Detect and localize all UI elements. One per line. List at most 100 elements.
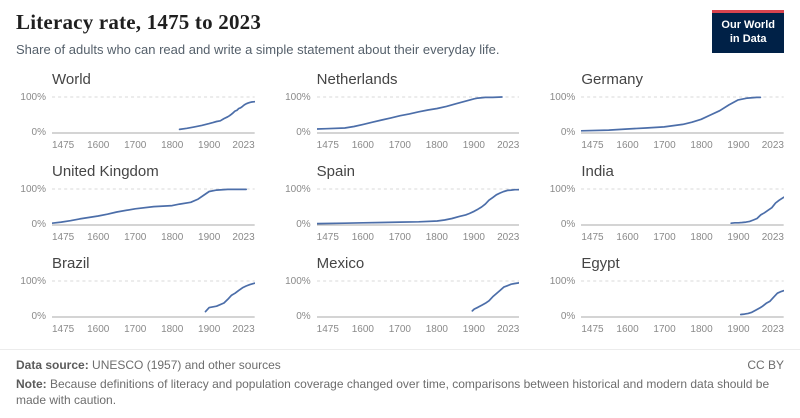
data-source: Data source: UNESCO (1957) and other sou…: [16, 358, 281, 372]
plot-area: 1475 1600 1700 1800 1900 2023: [52, 276, 255, 337]
x-tick-label: 1475: [52, 324, 75, 335]
x-tick-label: 1800: [690, 232, 713, 243]
x-tick-label: 1900: [198, 324, 221, 335]
header: Literacy rate, 1475 to 2023 Share of adu…: [16, 10, 784, 57]
x-tick-label: 2023: [497, 324, 520, 335]
x-tick-label: 1900: [727, 140, 750, 151]
license-link[interactable]: CC BY: [747, 357, 784, 372]
x-axis: 1475 1600 1700 1800 1900 2023: [52, 232, 255, 245]
chart-panel-title: Spain: [316, 163, 356, 180]
x-tick-label: 1600: [87, 324, 110, 335]
line-chart[interactable]: [581, 184, 784, 230]
footer-note: Note: Because definitions of literacy an…: [16, 376, 784, 408]
chart-panel: India 100% 0% 1475 1600 1700 1800 1900 2023: [545, 163, 784, 245]
charts-grid: World 100% 0% 1475 1600 1700 1800 1900 2023 N…: [16, 71, 784, 343]
x-tick-label: 1600: [351, 140, 374, 151]
y-axis-label-100: 100%: [549, 276, 576, 287]
plot-area: 1475 1600 1700 1800 1900 2023: [581, 92, 784, 153]
x-tick-label: 1900: [198, 232, 221, 243]
x-tick-label: 1900: [462, 232, 485, 243]
y-axis-label-0: 0%: [560, 311, 576, 322]
y-axis-label-0: 0%: [31, 219, 46, 230]
x-tick-label: 1700: [388, 140, 411, 151]
data-source-label: Data source:: [16, 357, 89, 372]
line-chart[interactable]: [316, 184, 520, 230]
x-tick-label: 1800: [425, 232, 448, 243]
chart-panel: Mexico 100% 0% 1475 1600 1700 1800 1900 2023: [281, 255, 520, 337]
chart-panel: Brazil 100% 0% 1475 1600 1700 1800 1900 2023: [16, 255, 255, 337]
x-axis: 1475 1600 1700 1800 1900 2023: [317, 324, 520, 337]
chart-panel-title: Brazil: [52, 255, 90, 272]
x-tick-label: 1700: [124, 232, 147, 243]
x-tick-label: 1600: [616, 324, 639, 335]
x-tick-label: 1475: [52, 232, 75, 243]
x-tick-label: 1475: [316, 140, 339, 151]
chart-panel-title: United Kingdom: [52, 163, 159, 180]
data-source-text: UNESCO (1957) and other sources: [88, 357, 281, 372]
x-tick-label: 1475: [581, 232, 604, 243]
x-tick-label: 1900: [198, 140, 221, 151]
plot-row: 100% 0% 1475 1600 1700 1800 1900 2023: [545, 276, 784, 337]
line-chart[interactable]: [52, 92, 255, 138]
y-axis-label-0: 0%: [296, 311, 311, 322]
x-axis: 1475 1600 1700 1800 1900 2023: [581, 140, 784, 153]
x-axis: 1475 1600 1700 1800 1900 2023: [317, 232, 520, 245]
page-title: Literacy rate, 1475 to 2023: [16, 10, 262, 34]
y-axis: 100% 0%: [545, 92, 581, 138]
x-tick-label: 1800: [690, 140, 713, 151]
x-tick-label: 1800: [161, 140, 184, 151]
plot-row: 100% 0% 1475 1600 1700 1800 1900 2023: [16, 276, 255, 337]
y-axis-label-100: 100%: [549, 92, 576, 103]
plot-row: 100% 0% 1475 1600 1700 1800 1900 2023: [16, 92, 255, 153]
x-tick-label: 1900: [462, 324, 485, 335]
plot-row: 100% 0% 1475 1600 1700 1800 1900 2023: [545, 92, 784, 153]
plot-area: 1475 1600 1700 1800 1900 2023: [316, 184, 520, 245]
y-axis-label-0: 0%: [560, 127, 576, 138]
x-axis: 1475 1600 1700 1800 1900 2023: [52, 324, 255, 337]
chart-subtitle: Share of adults who can read and write a…: [16, 42, 500, 57]
plot-area: 1475 1600 1700 1800 1900 2023: [316, 92, 520, 153]
chart-panel-title: Egypt: [581, 255, 620, 272]
x-tick-label: 1800: [161, 232, 184, 243]
x-tick-label: 1800: [425, 140, 448, 151]
x-tick-label: 1700: [388, 324, 411, 335]
y-axis-label-100: 100%: [285, 276, 311, 287]
x-tick-label: 1475: [316, 232, 339, 243]
x-tick-label: 1900: [462, 140, 485, 151]
plot-row: 100% 0% 1475 1600 1700 1800 1900 2023: [16, 184, 255, 245]
y-axis: 100% 0%: [545, 276, 581, 322]
y-axis: 100% 0%: [545, 184, 581, 230]
y-axis-label-100: 100%: [285, 92, 311, 103]
x-tick-label: 1600: [616, 232, 639, 243]
owid-logo[interactable]: Our World in Data: [712, 10, 784, 53]
plot-area: 1475 1600 1700 1800 1900 2023: [581, 276, 784, 337]
y-axis-label-100: 100%: [285, 184, 311, 195]
x-tick-label: 1800: [161, 324, 184, 335]
line-chart[interactable]: [581, 276, 784, 322]
x-axis: 1475 1600 1700 1800 1900 2023: [581, 232, 784, 245]
line-chart[interactable]: [316, 276, 520, 322]
x-axis: 1475 1600 1700 1800 1900 2023: [317, 140, 520, 153]
chart-panel: Germany 100% 0% 1475 1600 1700 1800 1900 2023: [545, 71, 784, 153]
header-text: Literacy rate, 1475 to 2023 Share of adu…: [16, 10, 499, 57]
x-tick-label: 2023: [761, 324, 784, 335]
x-tick-label: 2023: [497, 232, 520, 243]
chart-panel: Netherlands 100% 0% 1475 1600 1700 1800 1900…: [281, 71, 520, 153]
y-axis-label-100: 100%: [20, 184, 46, 195]
line-chart[interactable]: [316, 92, 520, 138]
y-axis-label-0: 0%: [31, 311, 46, 322]
chart-panel-title: India: [581, 163, 614, 180]
line-chart[interactable]: [581, 92, 784, 138]
y-axis-label-0: 0%: [31, 127, 46, 138]
y-axis: 100% 0%: [281, 184, 317, 230]
x-tick-label: 1700: [653, 232, 676, 243]
footer-note-label: Note:: [16, 376, 47, 391]
x-tick-label: 1600: [351, 232, 374, 243]
line-chart[interactable]: [52, 184, 255, 230]
x-tick-label: 1600: [616, 140, 639, 151]
x-tick-label: 1600: [87, 232, 110, 243]
line-chart[interactable]: [52, 276, 255, 322]
x-tick-label: 2023: [232, 232, 255, 243]
x-tick-label: 1700: [388, 232, 411, 243]
